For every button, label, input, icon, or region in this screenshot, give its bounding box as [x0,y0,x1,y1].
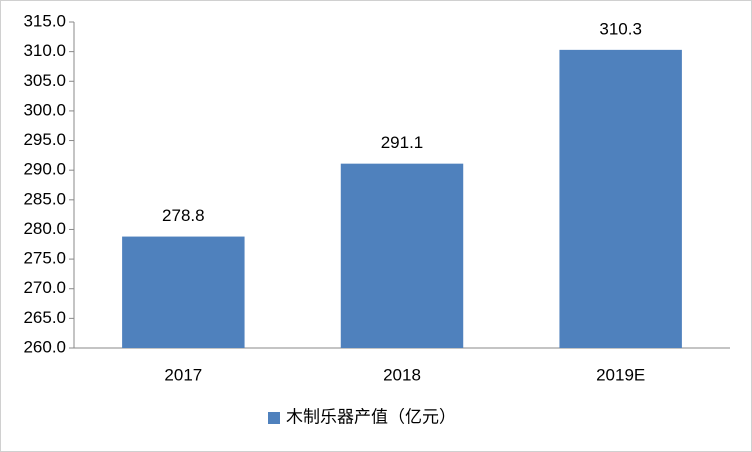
x-tick-label: 2019E [596,365,645,384]
y-tick-label: 265.0 [23,308,66,327]
y-tick-label: 285.0 [23,189,66,208]
y-tick-label: 305.0 [23,71,66,90]
y-tick-label: 300.0 [23,100,66,119]
legend-swatch [268,412,280,424]
legend-label: 木制乐器产值（亿元） [286,407,456,426]
y-tick-label: 280.0 [23,219,66,238]
x-tick-label: 2018 [383,365,421,384]
bar [340,163,464,348]
x-tick-label: 2017 [164,365,202,384]
y-tick-label: 310.0 [23,41,66,60]
y-tick-label: 295.0 [23,130,66,149]
y-tick-label: 260.0 [23,337,66,356]
y-tick-label: 315.0 [23,11,66,30]
bar [559,49,682,348]
data-label: 310.3 [599,19,642,38]
y-tick-label: 290.0 [23,160,66,179]
data-label: 291.1 [381,133,424,152]
data-label: 278.8 [162,206,205,225]
bar [122,236,245,348]
y-tick-label: 270.0 [23,278,66,297]
y-tick-label: 275.0 [23,249,66,268]
